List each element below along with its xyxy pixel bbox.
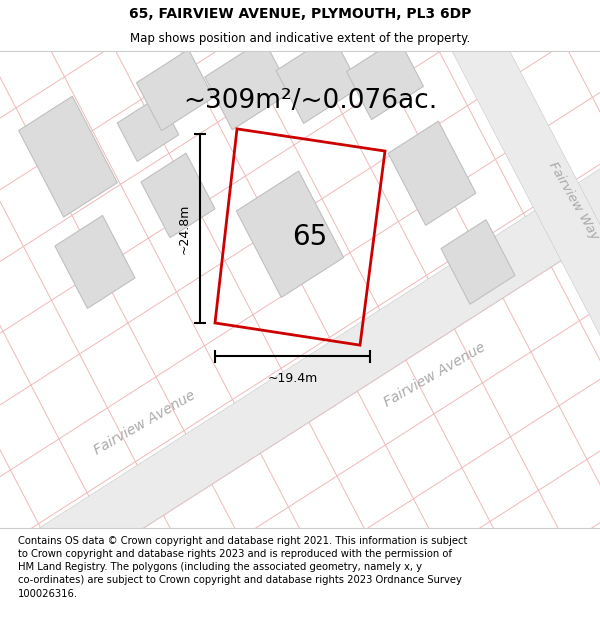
Polygon shape [276,34,360,123]
Text: ~19.4m: ~19.4m [268,372,317,385]
Polygon shape [117,96,179,161]
Text: Fairview Avenue: Fairview Avenue [92,388,198,458]
Text: Contains OS data © Crown copyright and database right 2021. This information is : Contains OS data © Crown copyright and d… [18,536,467,599]
Text: Fairview Avenue: Fairview Avenue [382,341,488,410]
Text: ~309m²/~0.076ac.: ~309m²/~0.076ac. [183,88,437,114]
Polygon shape [236,171,344,298]
Text: 65, FAIRVIEW AVENUE, PLYMOUTH, PL3 6DP: 65, FAIRVIEW AVENUE, PLYMOUTH, PL3 6DP [129,8,471,21]
Text: 65: 65 [292,223,327,251]
Text: Map shows position and indicative extent of the property.: Map shows position and indicative extent… [130,32,470,45]
Polygon shape [359,0,600,546]
Polygon shape [19,96,118,217]
Text: Fairview Way: Fairview Way [547,159,600,242]
Polygon shape [441,220,515,304]
Polygon shape [388,121,476,226]
Polygon shape [55,216,135,308]
Polygon shape [141,153,215,238]
Polygon shape [205,39,291,130]
Polygon shape [347,38,424,119]
Text: ~24.8m: ~24.8m [178,204,191,254]
Polygon shape [137,49,214,131]
Polygon shape [0,129,600,625]
